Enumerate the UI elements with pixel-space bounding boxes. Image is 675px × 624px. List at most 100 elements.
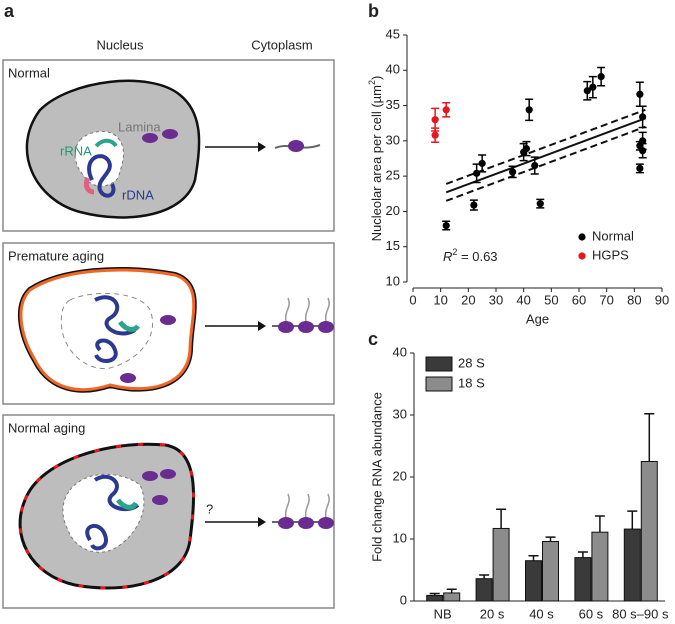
ribosome [318,321,334,333]
lamina [19,268,196,392]
y-tick-label: 20 [393,468,407,483]
confidence-line [445,125,646,202]
point [431,131,439,139]
ribosome [160,469,176,479]
bar [525,560,542,602]
ribosome [152,495,168,505]
y-axis-label-sup: 2 [367,80,377,85]
bar [475,578,493,602]
bar [640,461,658,602]
label-rdna: rDNA [122,187,154,202]
nucleolus [60,292,154,369]
ribosome [142,471,158,481]
point [431,116,439,124]
y-tick-label: 15 [386,238,400,253]
y-axis-label-close: ) [369,76,384,80]
column-header: Cytoplasm [251,37,312,52]
x-tick-label: 30 [489,292,503,307]
nucleolus [62,473,145,553]
error-bar [528,554,539,561]
x-tick-label: 40 [516,292,530,307]
legend-label: 28 S [458,355,485,370]
rrna [116,498,139,510]
error-bar [594,515,605,533]
panel-label: b [368,1,379,21]
annotation-text: R [443,249,452,264]
ribosome [162,129,178,139]
peptide [284,297,330,323]
ribosome [318,517,334,529]
y-tick-label: 40 [393,344,407,359]
point [442,106,450,114]
x-tick-label: 10 [433,292,447,307]
panel-title: Normal aging [8,420,85,435]
x-tick-label: 20 [461,292,475,307]
x-tick-label: 60 s [579,606,604,621]
question-mark: ? [206,501,213,516]
annotation-rest: = 0.63 [457,249,497,264]
bar [426,594,444,602]
label-rrna: rRNA [60,143,92,158]
error-bar [545,536,556,542]
error-bar [479,574,490,579]
x-tick-label: 60 [572,292,586,307]
lamina [18,442,196,590]
x-tick-label: 80 [627,292,641,307]
ribosome [160,315,176,325]
ribosome [278,517,294,529]
ribosome [298,517,314,529]
point [583,87,591,95]
point [589,83,597,91]
panel-title: Normal [8,65,50,80]
bar [574,557,592,602]
rdna [94,295,137,363]
point [636,90,644,98]
y-tick-label: 10 [386,273,400,288]
point [525,106,533,114]
legend-label: Normal [592,228,634,243]
point [473,169,481,177]
legend-label: 18 S [458,375,485,390]
rrna-pink [83,176,95,195]
y-tick-label: 40 [386,62,400,77]
x-tick-label: 50 [544,292,558,307]
y-axis-label-text: Nucleolar area per cell (µm [369,85,384,241]
legend-swatch [425,376,453,392]
x-tick-label: 80 s–90 s [612,606,669,621]
x-axis-label: Age [526,311,549,326]
legend-swatch [425,356,453,372]
legend-marker [578,252,586,260]
x-tick-label: 0 [409,292,416,307]
annotation: R2 = 0.63 [443,247,498,264]
arrowhead [258,142,266,152]
error-bar [644,413,655,462]
panel-label: c [368,329,378,349]
point [522,145,531,153]
panel-box [2,59,335,232]
point [470,201,478,209]
point [536,200,544,208]
x-tick-label: 20 s [480,606,505,621]
bar [542,540,559,602]
y-axis-label: Fold change RNA abundance [369,392,384,562]
ribosome [120,373,136,383]
legend-label: HGPS [592,247,629,262]
y-tick-label: 25 [386,168,400,183]
label-lamina: Lamina [118,119,161,134]
rrna [118,320,141,332]
panel-box [2,414,335,609]
panel-box [2,242,335,405]
fit-line [445,117,646,194]
bar [623,528,641,602]
ribosome [142,133,158,143]
error-bar [577,551,588,558]
bar [443,592,461,602]
y-tick-label: 0 [400,592,407,607]
point [442,221,450,230]
arrowhead [258,517,266,527]
arrowhead [258,321,266,331]
x-tick-label: 40 s [529,606,554,621]
point [478,159,486,168]
ribosome [278,321,294,333]
